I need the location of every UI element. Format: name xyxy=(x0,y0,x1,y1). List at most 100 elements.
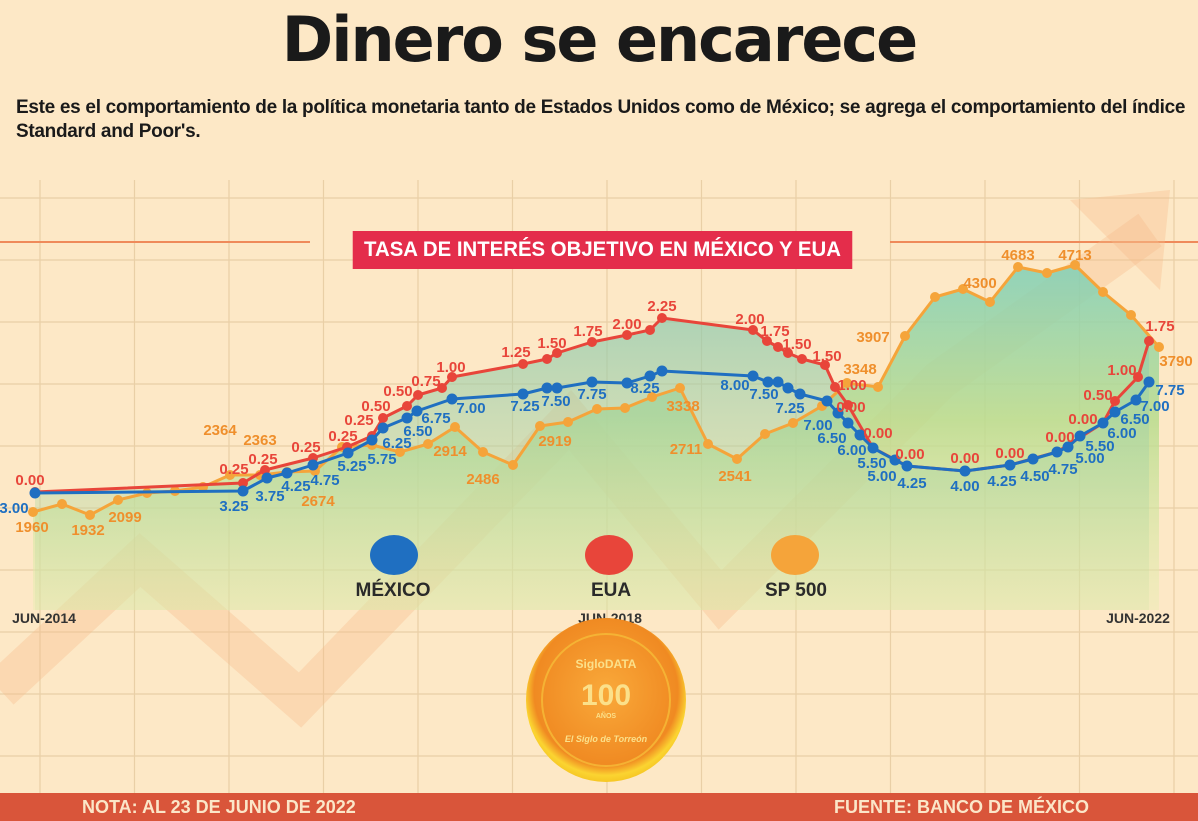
data-point-sp500 xyxy=(620,403,630,413)
data-label-mexico: 8.25 xyxy=(630,380,659,397)
data-point-mexico xyxy=(821,395,833,407)
data-point-sp500 xyxy=(508,460,518,470)
siglodata-logo: SigloDATA 100 AÑOS El Siglo de Torreón xyxy=(526,618,686,782)
data-label-eua: 1.00 xyxy=(1107,362,1136,379)
data-point-eua xyxy=(830,382,840,392)
data-point-sp500 xyxy=(675,383,685,393)
legend-marker-mexico xyxy=(370,535,418,575)
data-point-eua xyxy=(773,342,783,352)
data-point-mexico xyxy=(901,460,913,472)
page-subtitle: Este es el comportamiento de la política… xyxy=(16,97,1186,142)
footer-source: FUENTE: BANCO DE MÉXICO xyxy=(834,797,1090,817)
data-label-sp500: 2486 xyxy=(466,471,499,488)
data-label-eua: 0.25 xyxy=(219,461,248,478)
data-point-sp500 xyxy=(1154,342,1164,352)
data-point-eua xyxy=(413,390,423,400)
data-point-sp500 xyxy=(1070,260,1080,270)
data-label-mexico: 4.50 xyxy=(1020,468,1049,485)
data-label-mexico: 4.25 xyxy=(987,473,1016,490)
data-point-sp500 xyxy=(1098,287,1108,297)
data-point-mexico xyxy=(854,429,866,441)
data-label-mexico: 7.00 xyxy=(803,417,832,434)
area-eua xyxy=(35,318,1149,610)
data-label-eua: 2.00 xyxy=(735,311,764,328)
data-label-eua: 0.25 xyxy=(248,451,277,468)
page-title: Dinero se encarece xyxy=(281,3,918,76)
data-label-sp500: 2099 xyxy=(108,509,141,526)
data-point-mexico xyxy=(1130,394,1142,406)
data-label-sp500: 2364 xyxy=(203,422,237,439)
data-point-sp500 xyxy=(450,422,460,432)
data-point-eua xyxy=(645,325,655,335)
data-point-mexico xyxy=(832,407,844,419)
data-label-eua: 1.50 xyxy=(812,348,841,365)
data-point-eua xyxy=(378,413,388,423)
data-label-eua: 0.50 xyxy=(361,398,390,415)
data-label-sp500: 3907 xyxy=(856,329,889,346)
data-label-eua: 0.00 xyxy=(836,399,865,416)
data-point-sp500 xyxy=(703,439,713,449)
legend-label-sp500: SP 500 xyxy=(765,580,827,601)
data-label-mexico: 6.00 xyxy=(1107,425,1136,442)
data-label-mexico: 3.75 xyxy=(255,488,284,505)
data-point-sp500 xyxy=(85,510,95,520)
svg-text:El Siglo de Torreón: El Siglo de Torreón xyxy=(565,734,648,744)
data-label-mexico: 7.75 xyxy=(1155,382,1184,399)
data-label-eua: 0.25 xyxy=(291,439,320,456)
data-point-mexico xyxy=(656,365,668,377)
data-point-mexico xyxy=(621,377,633,389)
data-point-sp500 xyxy=(1126,310,1136,320)
data-point-eua xyxy=(797,354,807,364)
data-point-mexico xyxy=(867,442,879,454)
data-point-eua xyxy=(1110,396,1120,406)
data-point-mexico xyxy=(762,376,774,388)
data-label-sp500: 2711 xyxy=(670,441,703,458)
data-label-eua: 1.75 xyxy=(760,323,789,340)
data-point-sp500 xyxy=(478,447,488,457)
chart-lines xyxy=(28,260,1164,520)
data-point-sp500 xyxy=(1013,262,1023,272)
data-point-sp500 xyxy=(57,499,67,509)
data-point-eua xyxy=(542,354,552,364)
data-label-sp500: 4683 xyxy=(1001,247,1034,264)
data-label-sp500: 1932 xyxy=(71,522,104,539)
data-point-mexico xyxy=(1097,417,1109,429)
data-point-mexico xyxy=(401,412,413,424)
data-label-sp500: 2363 xyxy=(243,432,276,449)
data-point-sp500 xyxy=(113,495,123,505)
svg-text:AÑOS: AÑOS xyxy=(596,711,617,720)
data-label-mexico: 6.00 xyxy=(837,442,866,459)
data-point-mexico xyxy=(366,434,378,446)
data-point-mexico xyxy=(237,485,249,497)
data-point-sp500 xyxy=(395,447,405,457)
data-point-mexico xyxy=(842,417,854,429)
data-label-mexico: 5.50 xyxy=(1085,438,1114,455)
data-label-sp500: 2674 xyxy=(301,493,335,510)
data-label-mexico: 5.00 xyxy=(867,468,896,485)
data-label-eua: 1.25 xyxy=(501,344,530,361)
data-label-mexico: 3.00 xyxy=(0,500,29,517)
data-label-eua: 0.00 xyxy=(995,445,1024,462)
data-point-eua xyxy=(447,372,457,382)
data-label-eua: 0.25 xyxy=(344,412,373,429)
data-point-eua xyxy=(1144,336,1154,346)
data-label-eua: 0.00 xyxy=(863,425,892,442)
data-label-mexico: 6.75 xyxy=(421,410,450,427)
data-point-mexico xyxy=(747,370,759,382)
data-point-mexico xyxy=(1109,406,1121,418)
data-point-mexico xyxy=(307,459,319,471)
data-point-sp500 xyxy=(647,392,657,402)
data-point-sp500 xyxy=(535,421,545,431)
data-point-mexico xyxy=(772,376,784,388)
data-point-mexico xyxy=(889,454,901,466)
data-label-mexico: 7.50 xyxy=(749,386,778,403)
data-point-eua xyxy=(783,348,793,358)
data-label-mexico: 6.50 xyxy=(1120,411,1149,428)
data-label-eua: 1.50 xyxy=(782,336,811,353)
data-point-mexico xyxy=(1074,430,1086,442)
data-label-eua: 1.75 xyxy=(1145,318,1174,335)
data-point-eua xyxy=(843,400,853,410)
data-point-mexico xyxy=(782,382,794,394)
data-point-eua xyxy=(748,325,758,335)
